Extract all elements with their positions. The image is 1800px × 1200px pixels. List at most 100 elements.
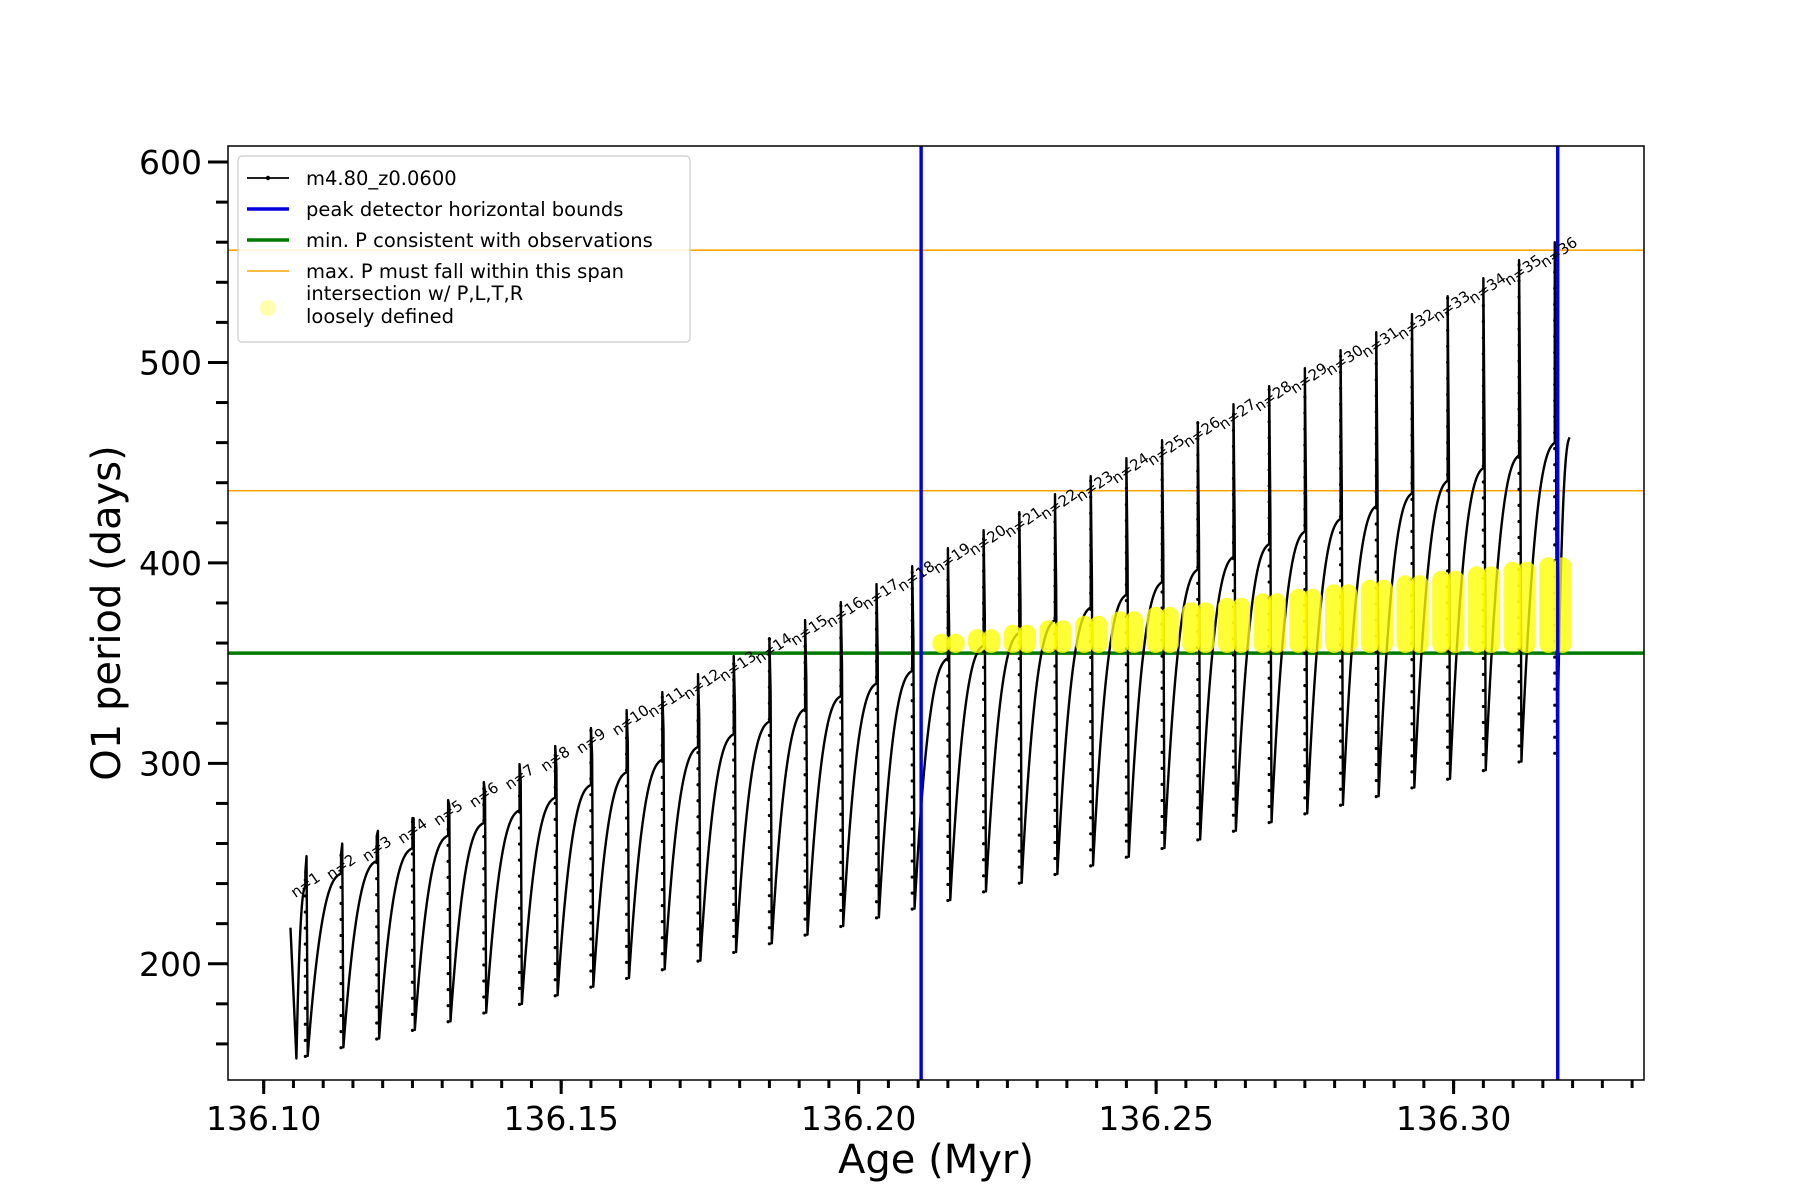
series-marker <box>1196 581 1200 585</box>
series-marker <box>589 761 593 765</box>
series-marker <box>1553 687 1557 691</box>
series-marker <box>803 725 807 729</box>
series-marker <box>303 878 307 882</box>
series-marker <box>1196 421 1200 425</box>
spike-markers <box>375 845 379 1041</box>
series-marker <box>839 812 843 816</box>
series-marker <box>874 739 879 744</box>
series-marker <box>1089 752 1093 756</box>
series-marker <box>946 850 950 854</box>
series-marker <box>1517 519 1521 524</box>
series-marker <box>696 847 700 851</box>
series-marker <box>1517 696 1521 700</box>
series-marker <box>517 794 522 798</box>
series-marker <box>1517 327 1521 331</box>
series-marker <box>1446 344 1450 348</box>
series-marker <box>375 1037 379 1041</box>
series-marker <box>625 752 629 756</box>
series-marker <box>375 845 379 849</box>
series-marker <box>839 716 843 720</box>
series-marker <box>1303 587 1307 592</box>
series-marker <box>803 933 807 937</box>
series-marker <box>1553 495 1557 499</box>
series-marker <box>589 937 593 941</box>
series-marker <box>1410 722 1414 726</box>
series-marker <box>874 659 879 663</box>
series-marker <box>874 836 879 840</box>
series-marker <box>1124 566 1128 571</box>
series-marker <box>1196 726 1200 730</box>
series-marker <box>1446 681 1450 685</box>
series-marker <box>517 826 522 830</box>
series-marker <box>1053 696 1057 700</box>
series-marker <box>1160 478 1164 482</box>
series-marker <box>1017 881 1021 885</box>
series-marker <box>839 732 843 736</box>
axis-ticks: 136.10 136.15 136.20 136.25 136.30 200 300 400 5… <box>139 143 1634 1138</box>
series-marker <box>1017 865 1021 869</box>
series-marker <box>446 988 450 992</box>
series-marker <box>1446 569 1450 573</box>
series-marker <box>946 866 950 871</box>
series-marker <box>1053 536 1057 540</box>
series-marker <box>1017 544 1021 549</box>
series-marker <box>303 926 307 930</box>
series-marker <box>1160 526 1164 530</box>
series-marker <box>910 827 914 831</box>
series-marker <box>1017 705 1021 709</box>
intersection-blob <box>1253 593 1272 654</box>
intersection-blob <box>1339 584 1358 654</box>
series-marker <box>1267 724 1271 728</box>
series-marker <box>482 851 486 855</box>
series-marker <box>553 930 557 934</box>
series-marker <box>1124 807 1128 811</box>
series-marker <box>910 667 914 671</box>
series-marker <box>1446 697 1450 701</box>
x-axis-title: Age (Myr) <box>838 1137 1034 1183</box>
series-marker <box>1017 769 1021 773</box>
series-marker <box>303 910 307 914</box>
series-marker <box>410 836 415 840</box>
series-marker <box>339 853 343 857</box>
series-marker <box>1338 755 1343 759</box>
series-marker <box>482 995 486 999</box>
spike-markers <box>410 820 415 1032</box>
series-marker <box>1517 535 1521 540</box>
series-marker <box>1446 729 1450 733</box>
series-marker <box>660 936 664 940</box>
series-marker <box>1089 864 1093 868</box>
series-marker <box>767 878 772 882</box>
series-marker <box>1553 350 1557 355</box>
series-marker <box>839 844 843 848</box>
series-marker <box>767 781 772 786</box>
series-marker <box>410 1012 415 1016</box>
series-marker <box>1231 797 1236 801</box>
series-marker <box>339 917 343 922</box>
series-marker <box>589 841 593 845</box>
series-marker <box>1374 650 1378 654</box>
series-marker <box>874 916 879 920</box>
intersection-blob <box>1089 615 1108 654</box>
series-marker <box>553 769 557 773</box>
series-marker <box>1374 426 1378 430</box>
series-marker <box>1338 531 1343 535</box>
series-marker <box>553 817 557 821</box>
series-marker <box>1553 398 1557 403</box>
series-marker <box>1374 442 1378 446</box>
series-marker <box>517 874 522 878</box>
series-marker <box>1374 458 1378 462</box>
series-marker <box>1196 710 1200 714</box>
series-marker <box>1231 476 1236 481</box>
series-marker <box>339 933 343 938</box>
series-marker <box>1267 692 1271 696</box>
series-marker <box>1553 719 1557 723</box>
series-marker <box>1553 703 1557 707</box>
series-marker <box>1410 706 1414 710</box>
series-marker <box>874 803 879 808</box>
series-marker <box>1410 433 1414 437</box>
series-marker <box>1338 803 1343 807</box>
series-marker <box>1374 698 1378 702</box>
series-marker <box>339 885 343 889</box>
series-marker <box>1196 677 1200 682</box>
series-marker <box>767 845 772 850</box>
